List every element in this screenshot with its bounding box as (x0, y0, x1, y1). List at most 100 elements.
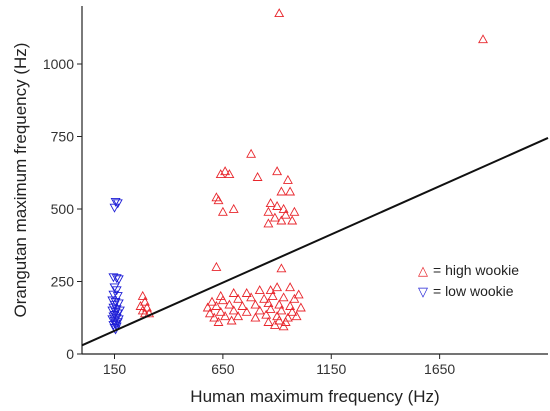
low-wookie-point (113, 315, 124, 325)
high-wookie-point (276, 263, 287, 273)
legend-symbol-high: △ (418, 263, 428, 278)
high-wookie-point (289, 206, 300, 216)
y-tick-label: 250 (51, 274, 75, 290)
high-wookie-point (211, 300, 222, 310)
high-wookie-point (217, 295, 228, 305)
high-wookie-point (282, 174, 293, 184)
y-axis-title: Orangutan maximum frequency (Hz) (11, 43, 30, 318)
low-wookie-point (112, 292, 123, 302)
high-wookie-point (207, 296, 217, 306)
high-wookie-point (215, 169, 226, 179)
high-wookie-point (272, 166, 283, 176)
high-wookie-point (285, 282, 296, 292)
high-wookie-point (265, 198, 276, 208)
low-wookie-point (110, 308, 121, 318)
high-wookie-point (478, 34, 488, 44)
high-wookie-point (295, 302, 306, 312)
low-wookie-point (111, 274, 122, 284)
high-wookie-point (263, 206, 274, 216)
x-tick-label: 1150 (316, 361, 346, 377)
high-wookie-point (263, 298, 274, 308)
high-wookie-point (272, 282, 283, 292)
y-tick-label: 0 (66, 346, 74, 362)
low-wookie-point (112, 199, 123, 209)
low-wookie-point (110, 197, 121, 207)
high-wookie-point (233, 311, 244, 321)
low-wookie-point (111, 322, 122, 332)
high-wookie-point (269, 212, 280, 222)
x-axis-title: Human maximum frequency (Hz) (190, 387, 439, 406)
high-wookie-point (250, 312, 261, 322)
y-tick-label: 1000 (43, 56, 74, 72)
legend-label-low: = low wookie (433, 283, 514, 299)
high-wookie-point (254, 285, 265, 295)
high-wookie-point (265, 285, 276, 295)
low-wookie-point (113, 275, 124, 285)
x-tick-label: 150 (103, 361, 127, 377)
high-wookie-point (224, 169, 235, 179)
x-tick-label: 1650 (424, 361, 455, 377)
legend-symbol-low: ▽ (418, 284, 428, 299)
high-wookie-point (285, 300, 296, 310)
high-wookie-point (237, 300, 248, 310)
high-wookie-point (137, 290, 148, 300)
marks (107, 8, 488, 335)
high-wookie-point (289, 293, 300, 303)
high-wookie-point (250, 299, 261, 309)
high-wookie-point (233, 293, 244, 303)
high-wookie-point (226, 315, 237, 325)
low-wookie-point (112, 309, 123, 319)
low-wookie-point (109, 316, 120, 326)
high-wookie-point (285, 186, 296, 196)
high-wookie-point (241, 306, 252, 316)
high-wookie-point (142, 302, 152, 312)
high-wookie-point (220, 166, 231, 176)
high-wookie-point (254, 305, 265, 315)
high-wookie-point (291, 311, 302, 321)
axes (81, 6, 548, 355)
high-wookie-point (213, 195, 224, 205)
y-tick-label: 750 (51, 129, 75, 145)
high-wookie-point (252, 171, 263, 181)
high-wookie-point (228, 203, 239, 213)
low-wookie-point (111, 313, 122, 323)
high-wookie-point (276, 305, 287, 315)
low-wookie-point (113, 299, 124, 309)
high-wookie-point (272, 200, 283, 210)
low-wookie-point (109, 203, 120, 213)
high-wookie-point (224, 299, 235, 309)
high-wookie-point (217, 206, 228, 216)
high-wookie-point (261, 309, 272, 319)
low-wookie-point (112, 318, 123, 328)
high-wookie-point (228, 305, 239, 315)
high-wookie-point (211, 261, 222, 271)
high-wookie-point (228, 287, 239, 297)
legend-label-high: = high wookie (433, 262, 519, 278)
high-wookie-point (293, 289, 304, 299)
high-wookie-point (246, 292, 257, 302)
reference-line (81, 137, 549, 347)
y-tick-label: 500 (51, 201, 75, 217)
high-wookie-point (263, 218, 274, 228)
ticks: 150 650 1150 1650 0 250 500 750 1000 (43, 56, 456, 377)
high-wookie-point (278, 203, 289, 213)
high-wookie-point (213, 316, 224, 326)
high-wookie-point (215, 306, 226, 316)
high-wookie-point (241, 287, 252, 297)
high-wookie-point (276, 186, 287, 196)
high-wookie-point (274, 8, 285, 18)
high-wookie-point (278, 321, 289, 331)
low-wookie-point (109, 283, 120, 293)
high-wookie-point (287, 306, 298, 316)
high-wookie-point (274, 315, 285, 325)
fit-line (81, 137, 549, 347)
high-wookie-point (274, 299, 285, 309)
legend: △ = high wookie ▽ = low wookie (418, 262, 519, 299)
high-wookie-point (267, 290, 278, 300)
high-wookie-point (209, 312, 220, 322)
high-wookie-point (280, 209, 291, 219)
x-tick-label: 650 (211, 361, 235, 377)
high-wookie-point (220, 311, 231, 321)
high-wookie-point (265, 303, 276, 313)
